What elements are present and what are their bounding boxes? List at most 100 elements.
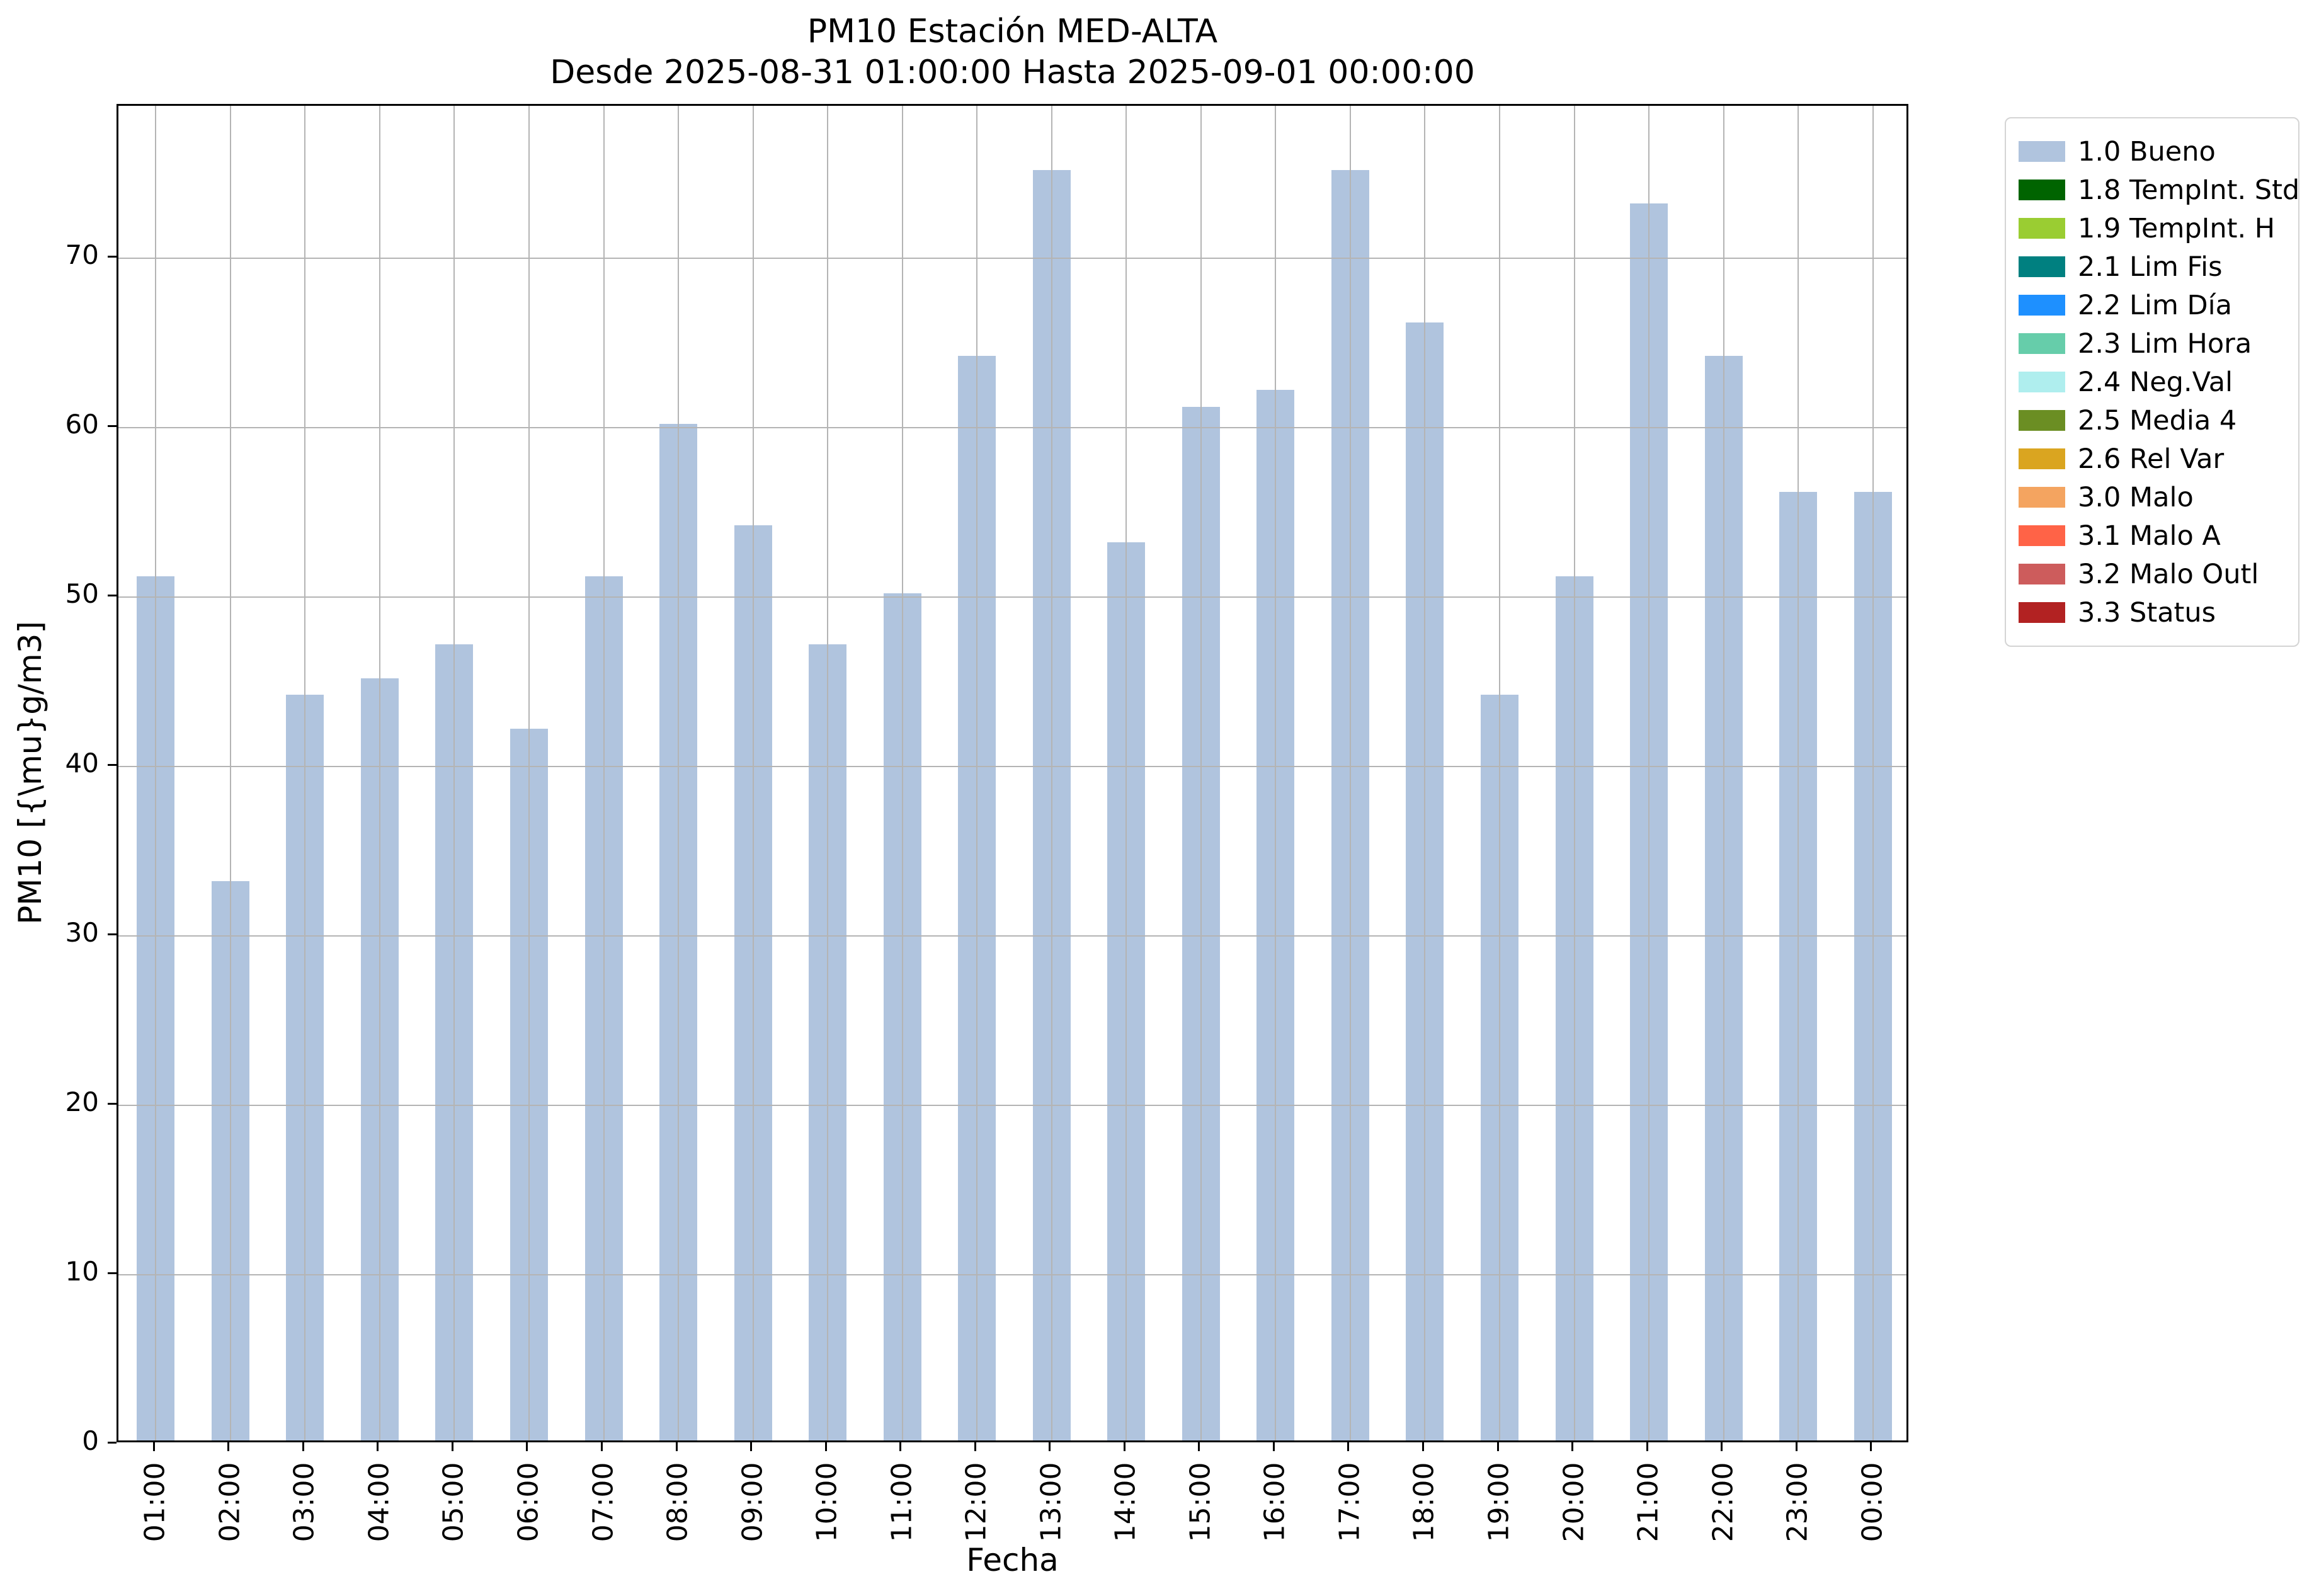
x-tick-mark [377,1442,379,1451]
x-axis-label: Fecha [966,1542,1059,1578]
gridline-h [118,935,1906,937]
gridline-v [379,106,380,1440]
legend-item: 1.0 Bueno [2019,132,2286,171]
x-tick-label: 21:00 [1632,1462,1665,1542]
gridline-v [976,106,978,1440]
y-tick-mark [108,1441,117,1444]
x-tick-label: 19:00 [1483,1462,1515,1542]
legend-label: 2.2 Lim Día [2078,289,2232,321]
chart-title-block: PM10 Estación MED-ALTA Desde 2025-08-31 … [117,11,1908,93]
x-tick-label: 18:00 [1408,1462,1440,1542]
legend-label: 2.1 Lim Fis [2078,251,2223,283]
legend-swatch [2019,295,2065,316]
legend-item: 3.2 Malo Outl [2019,555,2286,593]
legend-label: 1.8 TempInt. Std [2078,174,2300,206]
legend-item: 2.3 Lim Hora [2019,324,2286,363]
x-tick-mark [302,1442,304,1451]
y-tick-mark [108,255,117,258]
y-tick-mark [108,594,117,596]
x-tick-mark [1198,1442,1200,1451]
legend-swatch [2019,602,2065,623]
x-tick-label: 03:00 [288,1462,321,1542]
legend-swatch [2019,487,2065,508]
legend-item: 3.3 Status [2019,593,2286,632]
x-tick-label: 11:00 [886,1462,918,1542]
x-tick-mark [227,1442,230,1451]
x-tick-mark [1049,1442,1051,1451]
gridline-v [678,106,680,1440]
chart-subtitle: Desde 2025-08-31 01:00:00 Hasta 2025-09-… [550,54,1475,91]
gridline-v [1723,106,1724,1440]
legend-item: 3.1 Malo A [2019,516,2286,555]
gridline-v [1275,106,1277,1440]
x-tick-label: 08:00 [661,1462,694,1542]
x-tick-mark [1496,1442,1499,1451]
gridline-v [1200,106,1202,1440]
gridline-h [118,1274,1906,1275]
legend-item: 1.9 TempInt. H [2019,209,2286,248]
legend-swatch [2019,410,2065,431]
plot-area [117,104,1908,1442]
y-tick-mark [108,1272,117,1274]
gridline-h [118,596,1906,598]
x-tick-label: 05:00 [437,1462,470,1542]
legend-item: 1.8 TempInt. Std [2019,171,2299,209]
gridline-h [118,427,1906,429]
y-tick-mark [108,933,117,935]
gridline-v [155,106,157,1440]
legend-label: 1.9 TempInt. H [2078,212,2276,244]
y-tick-label: 30 [65,917,99,949]
legend-label: 3.2 Malo Outl [2078,558,2259,590]
legend-label: 2.4 Neg.Val [2078,366,2233,398]
y-tick-mark [108,1102,117,1105]
x-tick-label: 10:00 [811,1462,843,1542]
x-tick-mark [824,1442,827,1451]
gridline-v [1125,106,1127,1440]
gridline-h [118,766,1906,768]
x-tick-mark [750,1442,753,1451]
legend: 1.0 Bueno 1.8 TempInt. Std 1.9 TempInt. H 2… [2005,117,2299,647]
gridline-v [901,106,903,1440]
x-tick-label: 16:00 [1258,1462,1291,1542]
gridline-v [1349,106,1351,1440]
x-tick-label: 07:00 [587,1462,620,1542]
gridline-v [827,106,829,1440]
gridline-v [752,106,754,1440]
x-tick-label: 23:00 [1781,1462,1814,1542]
legend-swatch [2019,180,2065,200]
x-tick-label: 20:00 [1558,1462,1590,1542]
legend-swatch [2019,448,2065,469]
legend-label: 2.6 Rel Var [2078,443,2225,475]
legend-label: 2.3 Lim Hora [2078,328,2252,360]
legend-swatch [2019,333,2065,354]
x-tick-mark [1870,1442,1872,1451]
legend-swatch [2019,372,2065,392]
x-tick-mark [899,1442,902,1451]
legend-item: 2.6 Rel Var [2019,440,2286,478]
chart-title: PM10 Estación MED-ALTA [807,13,1218,50]
gridline-h [118,1105,1906,1107]
x-tick-mark [675,1442,678,1451]
x-tick-mark [601,1442,603,1451]
y-tick-label: 20 [65,1086,99,1118]
x-tick-mark [1272,1442,1275,1451]
gridline-v [1051,106,1052,1440]
y-tick-label: 70 [65,239,99,271]
legend-swatch [2019,141,2065,162]
x-tick-label: 17:00 [1333,1462,1366,1542]
legend-label: 3.0 Malo [2078,481,2194,513]
x-tick-label: 22:00 [1707,1462,1740,1542]
x-tick-mark [1571,1442,1574,1451]
x-tick-label: 02:00 [214,1462,246,1542]
gridline-h [118,258,1906,259]
legend-swatch [2019,564,2065,584]
legend-swatch [2019,525,2065,546]
x-tick-label: 14:00 [1109,1462,1142,1542]
gridline-v [1573,106,1575,1440]
gridline-v [229,106,231,1440]
y-tick-label: 0 [82,1425,99,1456]
x-tick-mark [152,1442,155,1451]
x-tick-label: 04:00 [363,1462,396,1542]
legend-item: 3.0 Malo [2019,478,2286,516]
x-tick-mark [974,1442,976,1451]
